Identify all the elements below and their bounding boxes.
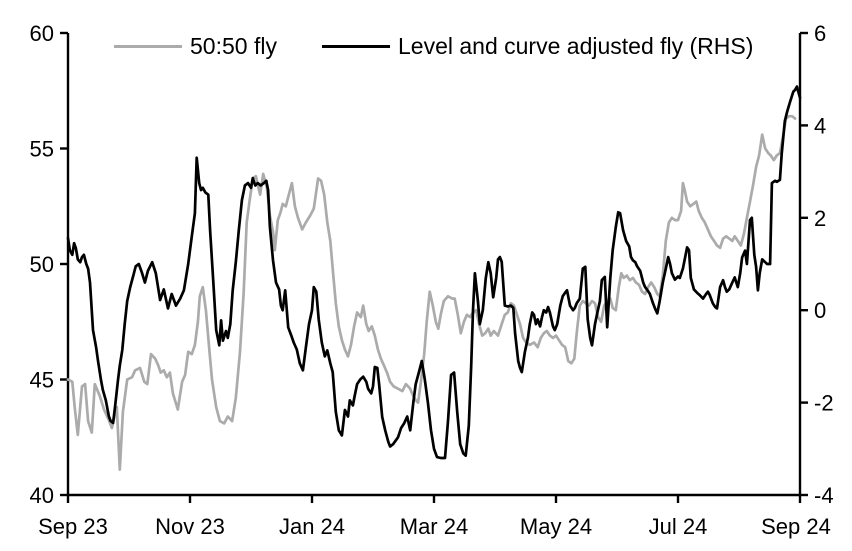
series-line-5050-fly bbox=[66, 114, 797, 471]
y-left-tick-label: 40 bbox=[30, 483, 54, 508]
y-right-tick-label: -2 bbox=[814, 391, 834, 416]
y-left-tick-label: 45 bbox=[30, 368, 54, 393]
y-right-tick-label: -4 bbox=[814, 483, 834, 508]
y-left-tick-label: 50 bbox=[30, 252, 54, 277]
x-tick-label: May 24 bbox=[520, 514, 592, 539]
y-left-tick-label: 60 bbox=[30, 21, 54, 46]
x-tick-label: Sep 24 bbox=[761, 514, 831, 539]
series-line-adjusted-fly bbox=[66, 85, 802, 460]
y-left-tick-label: 55 bbox=[30, 137, 54, 162]
y-right-tick-label: 0 bbox=[814, 298, 826, 323]
x-tick-label: Jan 24 bbox=[279, 514, 345, 539]
x-tick-label: Nov 23 bbox=[155, 514, 225, 539]
x-tick-label: Sep 23 bbox=[38, 514, 108, 539]
x-tick-label: Mar 24 bbox=[400, 514, 468, 539]
y-right-tick-label: 4 bbox=[814, 113, 826, 138]
x-tick-label: Jul 24 bbox=[649, 514, 708, 539]
y-right-tick-label: 6 bbox=[814, 21, 826, 46]
y-right-tick-label: 2 bbox=[814, 206, 826, 231]
